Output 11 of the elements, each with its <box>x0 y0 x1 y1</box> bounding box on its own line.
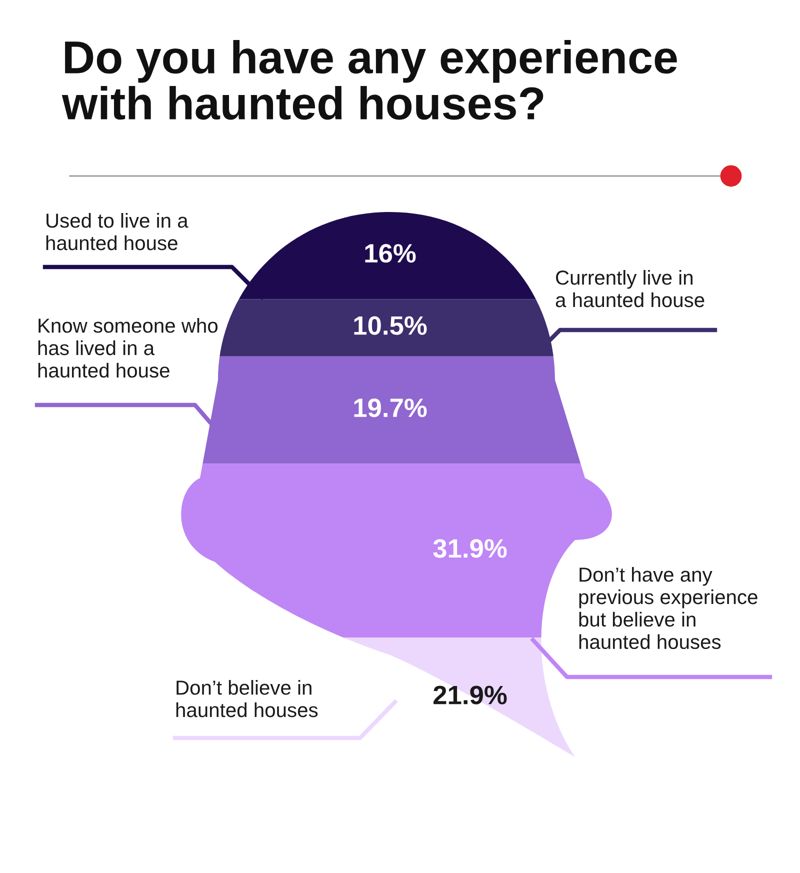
category-label: Used to live in a haunted house <box>46 213 188 250</box>
data-label: 10.5% <box>354 316 427 335</box>
category-label: Don’t believe in haunted houses <box>176 680 318 718</box>
text: Do you have any experience with haunted houses? <box>62 40 677 120</box>
data-label: 21.9% <box>434 686 507 704</box>
category-label: Know someone who has lived in a haunted house <box>38 318 218 378</box>
data-label: 16% <box>365 244 416 263</box>
data-label: 31.9% <box>433 539 507 558</box>
data-label: 19.7% <box>354 398 427 418</box>
category-label: Don’t have any previous experience but believe in haunted houses <box>579 567 758 650</box>
category-label: Currently live in a haunted house <box>556 270 704 308</box>
